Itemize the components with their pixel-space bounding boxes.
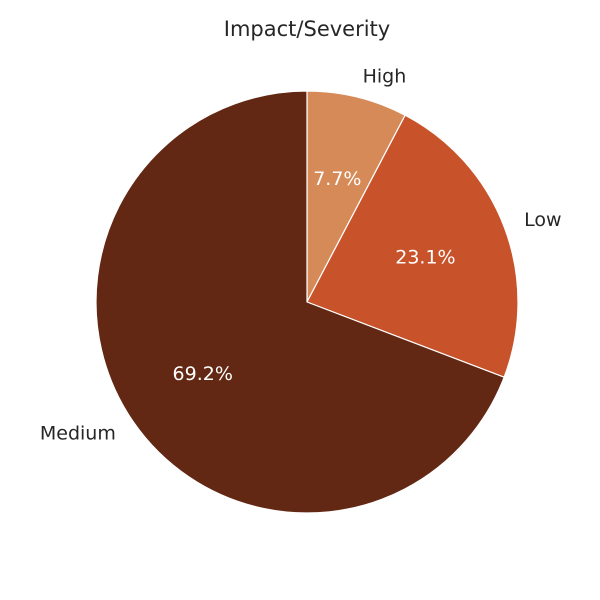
chart-title: Impact/Severity — [224, 17, 390, 41]
pct-label-low: 23.1% — [395, 246, 455, 268]
pct-label-high: 7.7% — [313, 168, 361, 190]
slice-label-low: Low — [524, 209, 561, 231]
pie-slice-high — [306, 90, 406, 303]
pie-labels: High 7.7% Low 23.1% Medium 69.2% — [40, 66, 562, 445]
pie-slice-low — [306, 114, 519, 378]
slice-label-high: High — [363, 66, 407, 88]
pct-label-medium: 69.2% — [173, 363, 233, 385]
slice-label-medium: Medium — [40, 423, 116, 445]
pie-slices — [95, 90, 519, 514]
pie-slice-medium — [95, 90, 505, 514]
